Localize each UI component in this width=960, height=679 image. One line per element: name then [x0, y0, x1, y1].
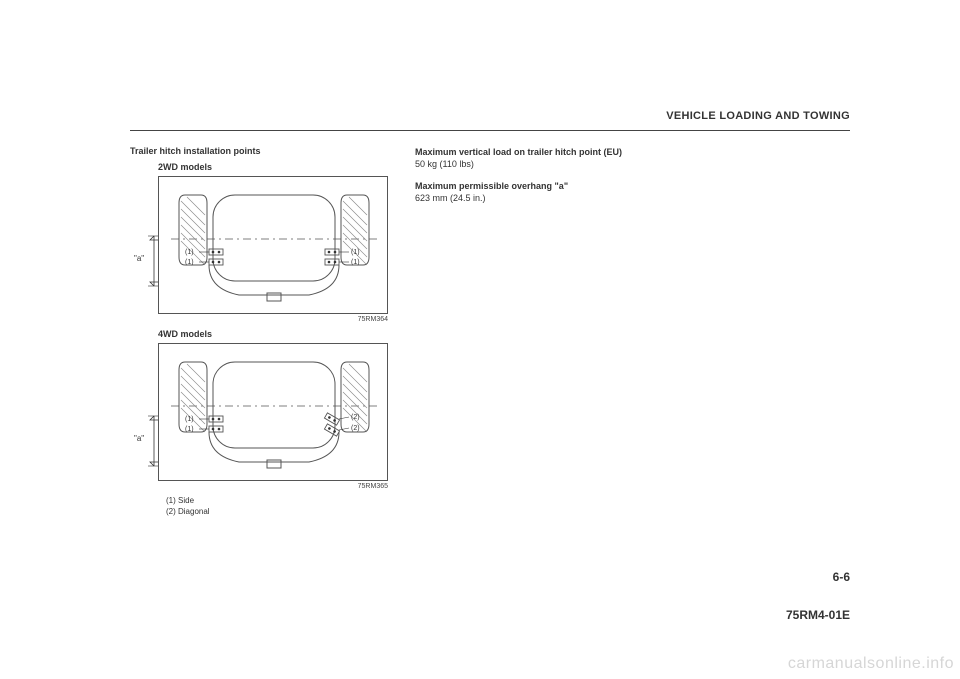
fig2-diagram-icon: (1) (1) (2) (2) — [159, 344, 389, 482]
fig1-label: 2WD models — [158, 162, 390, 172]
page-number: 6-6 — [833, 570, 850, 584]
manual-page: VEHICLE LOADING AND TOWING Trailer hitch… — [130, 110, 850, 630]
legend-line-1: (1) Side — [166, 496, 390, 507]
watermark: carmanualsonline.info — [788, 655, 954, 673]
fig1-a-marker: "a" — [134, 254, 144, 263]
fig2-callout-tl: (1) — [185, 416, 194, 423]
left-column: Trailer hitch installation points 2WD mo… — [130, 146, 390, 518]
fig1-callout-bl: (1) — [185, 259, 194, 266]
fig2-callout-br: (2) — [351, 425, 360, 432]
fig2-callout-bl: (1) — [185, 426, 194, 433]
spec-block-2: Maximum permissible overhang "a" 623 mm … — [415, 180, 655, 204]
fig1-callout-tr: (1) — [351, 249, 360, 256]
legend-line-2: (2) Diagonal — [166, 507, 390, 518]
spec1-value: 50 kg (110 lbs) — [415, 158, 655, 170]
right-column: Maximum vertical load on trailer hitch p… — [415, 146, 655, 215]
spec2-value: 623 mm (24.5 in.) — [415, 192, 655, 204]
subsection-title: Trailer hitch installation points — [130, 146, 390, 156]
section-header: VEHICLE LOADING AND TOWING — [666, 110, 850, 122]
fig2-callout-tr: (2) — [351, 414, 360, 421]
document-code: 75RM4-01E — [786, 608, 850, 622]
spec1-heading: Maximum vertical load on trailer hitch p… — [415, 146, 655, 158]
fig1-diagram-icon: (1) (1) (1) (1) — [159, 177, 389, 315]
fig1-caption: 75RM364 — [130, 316, 388, 323]
spec-block-1: Maximum vertical load on trailer hitch p… — [415, 146, 655, 170]
legend: (1) Side (2) Diagonal — [166, 496, 390, 518]
fig2-label: 4WD models — [158, 329, 390, 339]
spec2-heading: Maximum permissible overhang "a" — [415, 180, 655, 192]
header-rule — [130, 130, 850, 131]
fig1-box: (1) (1) (1) (1) — [158, 176, 388, 314]
fig1-callout-tl: (1) — [185, 249, 194, 256]
fig1-callout-br: (1) — [351, 259, 360, 266]
fig2-caption: 75RM365 — [130, 483, 388, 490]
fig2-box: (1) (1) (2) (2) — [158, 343, 388, 481]
fig2-a-marker: "a" — [134, 434, 144, 443]
